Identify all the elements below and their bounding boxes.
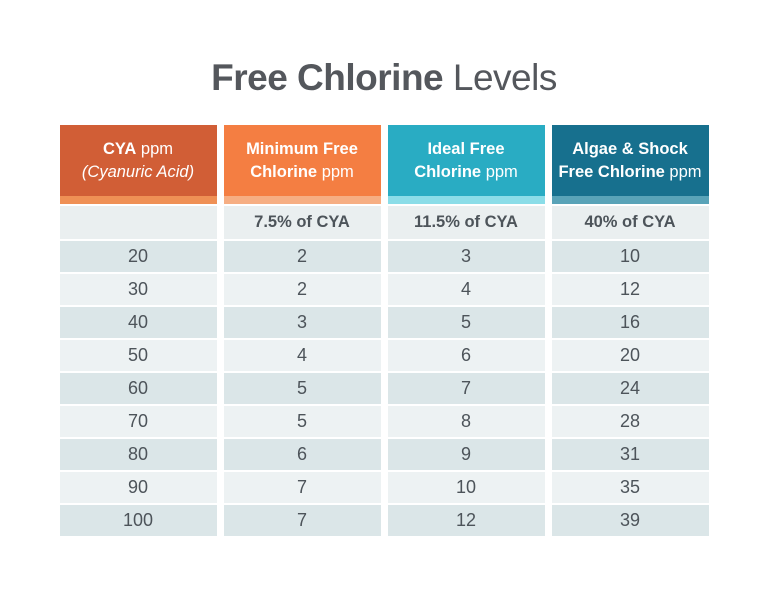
free-chlorine-table: CYA ppm (Cyanuric Acid) 20 30 40 50 60 70 80 90 10… — [59, 125, 709, 536]
table-cell: 6 — [223, 439, 381, 470]
table-cell: 7 — [223, 472, 381, 503]
column-header-text: Ideal Free — [427, 140, 505, 159]
column-header-line: Chlorine ppm — [250, 161, 354, 183]
table-cell: 24 — [551, 373, 709, 404]
column-header-text: CYA — [102, 140, 137, 159]
column-header-text: Chlorine — [250, 162, 318, 181]
column-header-ideal-free-chlorine: Ideal Free Chlorine ppm — [387, 125, 545, 196]
column-header-text: ppm — [481, 162, 518, 181]
table-cell: 8 — [387, 406, 545, 437]
column-header-line: Ideal Free — [427, 138, 504, 160]
table-cell: 35 — [551, 472, 709, 503]
column-header-text: ppm — [317, 162, 354, 181]
header-accent-band — [59, 196, 217, 204]
column-algae-shock-free-chlorine: Algae & Shock Free Chlorine ppm 40% of CYA… — [551, 125, 709, 536]
column-header-algae-shock-free-chlorine: Algae & Shock Free Chlorine ppm — [551, 125, 709, 196]
table-cell: 12 — [387, 505, 545, 536]
table-cell: 40 — [59, 307, 217, 338]
column-ideal-free-chlorine: Ideal Free Chlorine ppm 11.5% of CYA 3 4 5 6 7 8… — [387, 125, 545, 536]
column-header-line: Free Chlorine ppm — [558, 161, 701, 183]
table-cell: 5 — [387, 307, 545, 338]
table-cell: 20 — [59, 241, 217, 272]
column-header-line: Minimum Free — [246, 138, 358, 160]
column-header-line: CYA ppm — [103, 138, 173, 160]
header-accent-band — [551, 196, 709, 204]
column-header-text: Free Chlorine — [558, 162, 665, 181]
page-title-primary: Free Chlorine — [211, 57, 444, 98]
table-cell: 6 — [387, 340, 545, 371]
column-header-text: ppm — [664, 162, 702, 181]
page-title: Free Chlorine Levels — [0, 0, 768, 100]
table-cell: 2 — [223, 241, 381, 272]
table-cell: 5 — [223, 406, 381, 437]
formula-cell: 7.5% of CYA — [223, 206, 381, 239]
table-cell: 70 — [59, 406, 217, 437]
table-cell: 50 — [59, 340, 217, 371]
table-cell: 20 — [551, 340, 709, 371]
column-header-text: Algae & Shock — [572, 140, 688, 159]
table-cell: 16 — [551, 307, 709, 338]
table-cell: 90 — [59, 472, 217, 503]
column-header-line: Chlorine ppm — [414, 161, 518, 183]
table-cell: 10 — [551, 241, 709, 272]
page-title-secondary: Levels — [443, 57, 557, 98]
formula-cell: 40% of CYA — [551, 206, 709, 239]
column-header-minimum-free-chlorine: Minimum Free Chlorine ppm — [223, 125, 381, 196]
header-accent-band — [387, 196, 545, 204]
table-cell: 80 — [59, 439, 217, 470]
table-cell: 2 — [223, 274, 381, 305]
table-cell: 30 — [59, 274, 217, 305]
column-header-text: Minimum Free — [246, 140, 358, 159]
table-cell: 9 — [387, 439, 545, 470]
table-cell: 39 — [551, 505, 709, 536]
formula-cell — [59, 206, 217, 239]
column-header-text: ppm — [136, 140, 173, 159]
table-cell: 60 — [59, 373, 217, 404]
table-cell: 12 — [551, 274, 709, 305]
header-accent-band — [223, 196, 381, 204]
table-cell: 10 — [387, 472, 545, 503]
table-cell: 7 — [387, 373, 545, 404]
table-cell: 100 — [59, 505, 217, 536]
table-cell: 4 — [387, 274, 545, 305]
table-cell: 5 — [223, 373, 381, 404]
column-cya: CYA ppm (Cyanuric Acid) 20 30 40 50 60 70 80 90 10… — [59, 125, 217, 536]
column-header-text: Chlorine — [414, 162, 482, 181]
table-cell: 4 — [223, 340, 381, 371]
formula-cell: 11.5% of CYA — [387, 206, 545, 239]
table-cell: 31 — [551, 439, 709, 470]
table-cell: 7 — [223, 505, 381, 536]
column-header-text: (Cyanuric Acid) — [81, 162, 195, 181]
table-cell: 3 — [223, 307, 381, 338]
column-header-line: (Cyanuric Acid) — [82, 161, 194, 183]
table-cell: 28 — [551, 406, 709, 437]
column-header-cya: CYA ppm (Cyanuric Acid) — [59, 125, 217, 196]
column-header-line: Algae & Shock — [572, 138, 688, 160]
table-cell: 3 — [387, 241, 545, 272]
column-minimum-free-chlorine: Minimum Free Chlorine ppm 7.5% of CYA 2 2 3 4 5… — [223, 125, 381, 536]
